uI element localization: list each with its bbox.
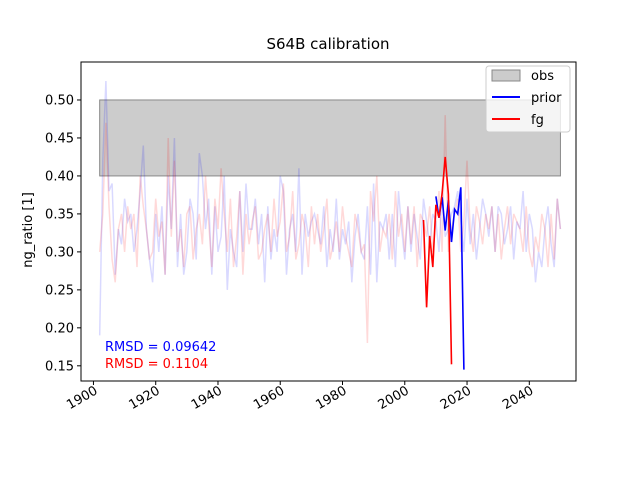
background-line-prior (98, 80, 562, 336)
legend-obs-swatch (491, 69, 521, 82)
y-tick-label-5: 0.40 (45, 169, 74, 184)
y-tick-label-3: 0.30 (45, 245, 74, 260)
background-line-fg (98, 115, 562, 344)
x-tick-label-1960: 1960 (251, 383, 287, 413)
x-tick-label-1940: 1940 (189, 383, 225, 413)
y-tick-label-1: 0.20 (45, 321, 74, 336)
legend: obs prior fg (485, 65, 571, 133)
legend-obs-label: obs (531, 69, 554, 84)
x-tick-label-1900: 1900 (64, 383, 100, 413)
series-line-fg (422, 156, 453, 365)
rmsd-fg-annotation: RMSD = 0.1104 (105, 357, 208, 372)
y-tick-label-4: 0.35 (45, 207, 74, 222)
x-tick-label-2000: 2000 (376, 383, 412, 413)
x-tick-label-2040: 2040 (500, 383, 536, 413)
legend-frame (485, 65, 571, 133)
plot-area (98, 80, 562, 370)
y-tick-label-2: 0.25 (45, 283, 74, 298)
y-tick-label-0: 0.15 (45, 359, 74, 374)
y-axis-label: ng_ratio [1] (21, 192, 36, 268)
rmsd-prior-annotation: RMSD = 0.09642 (105, 340, 216, 355)
y-tick-label-7: 0.50 (45, 93, 74, 108)
y-tick-label-6: 0.45 (45, 131, 74, 146)
x-tick-label-2020: 2020 (438, 383, 474, 413)
axes-frame (80, 61, 577, 382)
legend-fg-label: fg (531, 113, 544, 128)
chart-title: S64B calibration (266, 35, 389, 53)
x-tick-label-1920: 1920 (127, 383, 163, 413)
x-tick-label-1980: 1980 (313, 383, 349, 413)
obs-band (99, 99, 561, 177)
legend-prior-label: prior (531, 91, 562, 106)
